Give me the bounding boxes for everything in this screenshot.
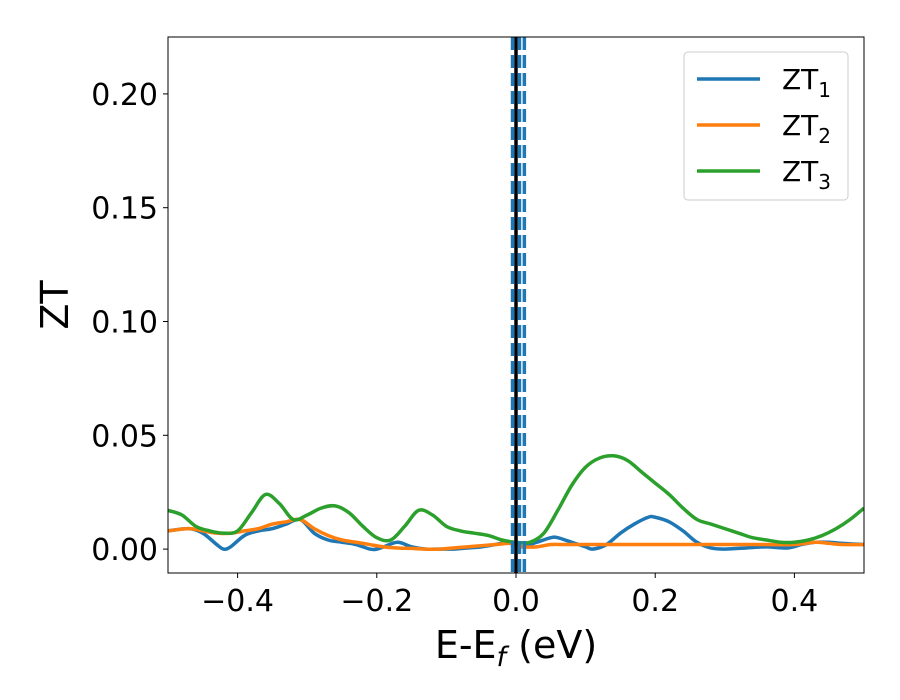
y-tick-label: 0.05: [91, 419, 158, 454]
legend-label-main: ZT: [782, 155, 819, 188]
y-tick-label: 0.15: [91, 192, 158, 227]
x-tick-label: 0.0: [492, 584, 540, 619]
legend-label-zt3: ZT3: [782, 155, 831, 194]
legend-label-zt1: ZT1: [782, 63, 831, 102]
x-tick-label: −0.4: [201, 584, 274, 619]
series-line-zt2: [168, 517, 864, 551]
x-tick-label: 0.2: [631, 584, 679, 619]
legend-label-subscript: 3: [818, 170, 831, 194]
y-tick-label: 0.20: [91, 78, 158, 113]
y-tick-label: 0.00: [91, 533, 158, 568]
y-axis-ticks: 0.00 0.05 0.10 0.15 0.20: [91, 78, 168, 568]
y-tick-label: 0.10: [91, 306, 158, 341]
x-axis-label: E-Ef (eV): [435, 623, 597, 673]
legend-label-subscript: 1: [818, 78, 831, 102]
legend-label-main: ZT: [782, 109, 819, 142]
x-axis-ticks: −0.4 −0.2 0.0 0.2 0.4: [201, 573, 818, 619]
legend-label-zt2: ZT2: [782, 109, 831, 148]
x-axis-label-unit: (eV): [506, 623, 597, 667]
x-tick-label: 0.4: [771, 584, 819, 619]
legend-label-subscript: 2: [818, 124, 831, 148]
legend-label-main: ZT: [782, 63, 819, 96]
reference-lines: [510, 37, 527, 573]
legend-frame: [683, 51, 849, 201]
y-axis-label: ZT: [33, 280, 77, 330]
x-tick-label: −0.2: [340, 584, 413, 619]
